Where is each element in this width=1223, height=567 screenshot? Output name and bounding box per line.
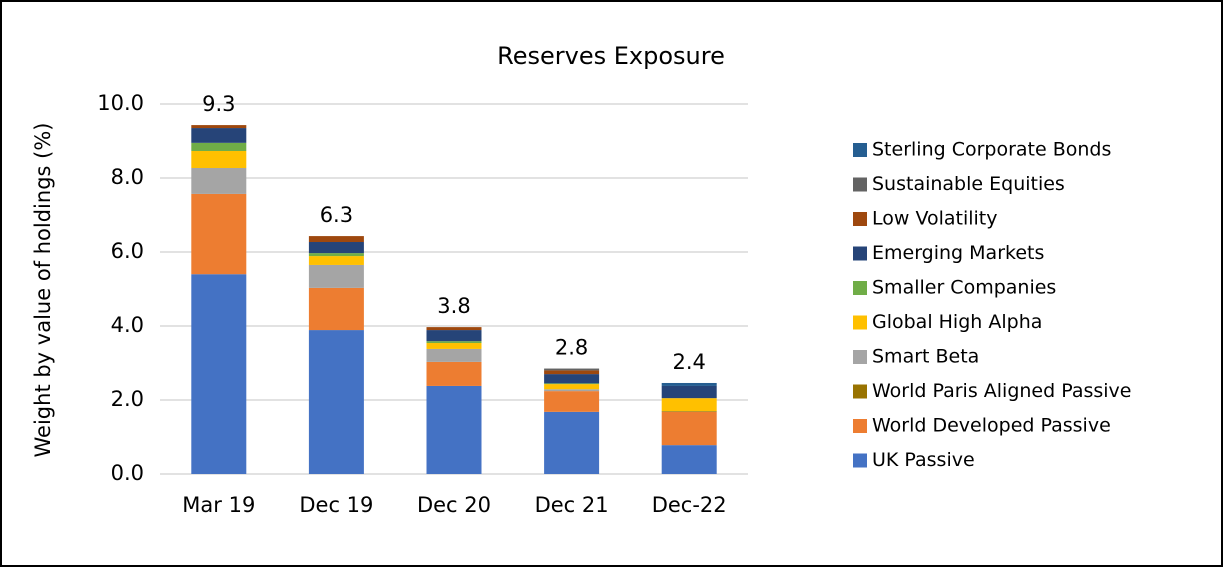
legend-swatch <box>853 350 867 364</box>
x-tick-label: Dec 19 <box>299 493 373 517</box>
total-label: 9.3 <box>202 92 235 116</box>
y-tick-label: 6.0 <box>111 239 144 263</box>
legend-swatch <box>853 384 867 399</box>
legend-swatch <box>853 177 867 192</box>
legend-swatch <box>853 143 867 157</box>
legend-swatch <box>853 212 867 226</box>
bar-segment <box>426 327 482 331</box>
chart-title: Reserves Exposure <box>497 42 725 70</box>
bar-segment <box>191 128 247 143</box>
y-tick-label: 0.0 <box>111 461 144 485</box>
legend-label: Smaller Companies <box>872 277 1056 299</box>
bar-segment <box>544 411 600 474</box>
bar-segment <box>661 411 717 412</box>
bar-segment <box>191 142 247 151</box>
bar-segment <box>544 374 600 384</box>
bar-segment <box>191 274 247 474</box>
y-tick-label: 8.0 <box>111 165 144 189</box>
bar-segment <box>426 330 482 342</box>
bar-segment <box>661 385 717 399</box>
bar-segment <box>544 389 600 392</box>
legend-label: Global High Alpha <box>872 311 1042 333</box>
bar-segment <box>426 343 482 349</box>
total-label: 2.4 <box>672 350 705 374</box>
bar-segment <box>426 385 482 474</box>
x-tick-label: Dec 20 <box>417 493 491 517</box>
legend-label: Emerging Markets <box>872 242 1044 264</box>
bar-segment <box>544 370 600 375</box>
bar-segment <box>661 382 717 386</box>
bar-segment <box>308 236 364 243</box>
legend-label: Sterling Corporate Bonds <box>872 139 1111 161</box>
total-label: 3.8 <box>437 294 470 318</box>
bar-segment <box>426 341 482 344</box>
bar-segment <box>544 384 600 390</box>
bar-segment <box>191 150 247 169</box>
bar-segment <box>661 411 717 446</box>
legend-label: World Paris Aligned Passive <box>872 380 1131 402</box>
bar-segment <box>544 368 600 371</box>
x-tick-label: Dec 21 <box>535 493 609 517</box>
bar-segment <box>426 361 482 386</box>
bar-segment <box>308 253 364 257</box>
bar-segment <box>191 125 247 129</box>
bar-segment <box>308 330 364 474</box>
legend-label: Low Volatility <box>872 208 998 230</box>
bar-segment <box>308 264 364 288</box>
bar-segment <box>661 398 717 412</box>
bar-segment <box>308 256 364 265</box>
legend-label: Sustainable Equities <box>872 173 1065 195</box>
legend-swatch <box>853 419 867 433</box>
x-tick-label: Mar 19 <box>182 493 255 517</box>
bar-segment <box>544 383 600 385</box>
bar-segment <box>544 391 600 412</box>
bar-segment <box>308 242 364 254</box>
legend-label: UK Passive <box>872 449 975 471</box>
y-axis-label: Weight by value of holdings (%) <box>31 123 55 458</box>
bar-segment <box>426 348 482 362</box>
legend-label: World Developed Passive <box>872 415 1111 437</box>
total-label: 6.3 <box>320 203 353 227</box>
bar-segment <box>308 287 364 331</box>
bar-segment <box>191 168 247 194</box>
legend-swatch <box>853 453 867 468</box>
bar-segment <box>661 445 717 474</box>
y-tick-label: 2.0 <box>111 387 144 411</box>
legend-swatch <box>853 246 867 261</box>
legend-label: Smart Beta <box>872 346 979 368</box>
total-label: 2.8 <box>555 336 588 360</box>
x-tick-label: Dec-22 <box>652 493 727 517</box>
y-tick-label: 4.0 <box>111 313 144 337</box>
y-tick-label: 10.0 <box>97 91 144 115</box>
legend-swatch <box>853 315 867 330</box>
bar-segment <box>191 193 247 275</box>
legend-swatch <box>853 281 867 295</box>
